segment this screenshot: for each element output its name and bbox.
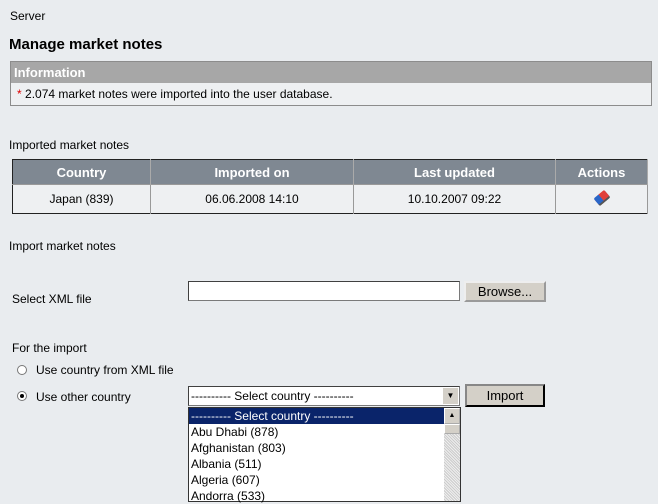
country-select[interactable]: ---------- Select country ---------- ▼ [188,386,460,406]
scrollbar[interactable]: ▲ [444,408,460,501]
list-item[interactable]: Abu Dhabi (878) [191,425,279,439]
eraser-icon[interactable] [592,189,611,207]
table-row: Japan (839) 06.06.2008 14:10 10.10.2007 … [12,184,648,214]
list-item[interactable]: Afghanistan (803) [191,441,286,455]
col-actions: Actions [555,159,648,185]
chevron-down-icon[interactable]: ▼ [443,388,458,404]
list-item[interactable]: Algeria (607) [191,473,260,487]
scroll-up-icon[interactable]: ▲ [444,408,460,424]
list-item[interactable]: Andorra (533) [191,489,266,503]
cell-actions [555,184,648,214]
asterisk: * [17,87,22,101]
radio-use-other-country-label: Use other country [36,390,131,404]
import-section-label: Import market notes [9,239,116,253]
imported-section-label: Imported market notes [9,138,130,152]
list-item[interactable]: ---------- Select country ---------- [189,408,460,424]
cell-country: Japan (839) [12,184,151,214]
cell-last-updated: 10.10.2007 09:22 [353,184,556,214]
information-message: * 2.074 market notes were imported into … [11,83,651,105]
message-text: 2.074 market notes were imported into th… [25,87,333,101]
xml-file-input[interactable] [188,281,460,301]
page-title: Manage market notes [9,36,163,53]
col-imported-on: Imported on [150,159,354,185]
browse-button[interactable]: Browse... [464,281,546,302]
cell-imported-on: 06.06.2008 14:10 [150,184,354,214]
breadcrumb: Server [10,9,46,23]
country-dropdown-list[interactable]: ---------- Select country ---------- Abu… [188,407,461,503]
import-button[interactable]: Import [465,384,545,407]
table-header: Country Imported on Last updated Actions [12,159,648,185]
col-last-updated: Last updated [353,159,556,185]
scroll-thumb[interactable] [444,424,460,434]
radio-use-xml-country[interactable] [17,365,27,375]
list-item[interactable]: Albania (511) [191,457,262,471]
radio-use-xml-country-label: Use country from XML file [36,363,174,377]
selected-value: ---------- Select country ---------- [191,389,354,403]
imported-notes-table: Country Imported on Last updated Actions… [12,159,648,214]
file-label: Select XML file [12,292,92,306]
information-box: Information * 2.074 market notes were im… [10,61,652,106]
for-import-label: For the import [12,341,87,355]
col-country: Country [12,159,151,185]
radio-use-other-country[interactable] [17,391,27,401]
information-header: Information [11,62,651,83]
